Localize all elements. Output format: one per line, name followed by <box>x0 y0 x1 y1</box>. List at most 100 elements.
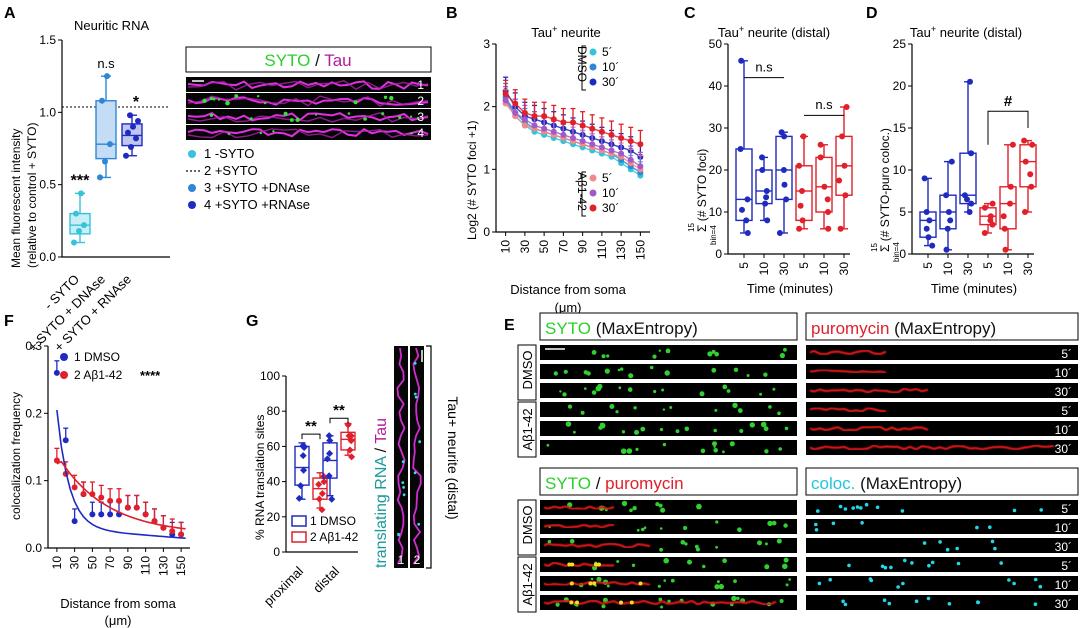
panel-a-strip-rna-3-0 <box>259 131 262 135</box>
panel-c-point-1-5 <box>763 194 770 201</box>
g-yt-label-2: 40 <box>267 475 281 489</box>
panel-e-strip-merge-2-dot-9 <box>715 545 718 549</box>
panel-e-strip-coloc-1-dot-3 <box>860 521 864 525</box>
panel-e-strip-syto-3-dot-10 <box>662 408 666 411</box>
panel-e-strip-syto-2-dot-9 <box>722 384 728 390</box>
panel-e-strip-puro-0-puro-trace <box>809 349 887 356</box>
panel-e-strip-coloc-4-dot-0 <box>896 585 900 589</box>
panel-f-point-0-4 <box>89 511 96 518</box>
panel-a-lane-num-3: 4 <box>417 126 424 140</box>
panel-a: A Neuritic RNA Mean fluorescent intensit… <box>4 5 432 355</box>
panel-d-point-1-0 <box>943 246 950 253</box>
panel-e-micrographs: 5´ 10´ 30´ 5´ 10´ 30´ 5´ 10´ 30´ 5´ 10´ 30´ <box>540 345 1078 611</box>
panel-c-ylabel: Σ (# SYTO foci) 15 bin=4 <box>687 149 718 245</box>
panel-e-strip-coloc-0-time: 5´ <box>1061 502 1072 516</box>
panel-e-strip-syto-5-dot-12 <box>778 447 782 451</box>
panel-b-xlabel-2: (μm) <box>555 300 582 315</box>
panel-a-legend-label-0: 1 -SYTO <box>204 146 254 161</box>
panel-d-point-5-4 <box>1021 137 1028 144</box>
panel-f-point-0-0 <box>53 369 60 376</box>
panel-e-strip-coloc-3-dot-6 <box>903 558 907 563</box>
panel-c-xtick-label-5: 30 <box>837 262 851 276</box>
c-yt-label-4: 40 <box>709 79 723 93</box>
panel-g-strip-rna-1-0 <box>418 440 422 444</box>
panel-e-strip-syto-1-dot-8 <box>628 373 634 379</box>
panel-e-strip-coloc-1 <box>806 519 1078 534</box>
panel-d-point-4-0 <box>1002 246 1009 253</box>
panel-g-point-0-0-5 <box>299 452 307 460</box>
panel-d-point-5-1 <box>1028 183 1035 190</box>
panel-e-strip-merge-3-coloc-0 <box>570 562 575 567</box>
panel-e-header-2-b: (MaxEntropy) <box>889 319 996 338</box>
panel-e-strip-merge-1-dot-3 <box>767 520 773 527</box>
panel-e-strip-syto-2-dot-7 <box>772 387 776 391</box>
panel-e-strip-merge-5-coloc-3 <box>629 600 634 605</box>
panel-e-strip-syto-3-dot-0 <box>777 411 781 416</box>
panel-e-strip-coloc-2-time: 30´ <box>1055 540 1072 554</box>
panel-e-group-abeta-box-0 <box>517 401 537 458</box>
panel-e-strip-syto-4 <box>540 421 797 436</box>
panel-b-legend-abeta-bracket <box>581 171 586 217</box>
panel-g-lane-num-1: 2 <box>414 553 421 567</box>
d-yt-label-2: 10 <box>893 163 907 177</box>
panel-a-point-2-2 <box>133 135 139 142</box>
panel-c-point-5-4 <box>843 104 850 110</box>
panel-e-strip-coloc-0-dot-7 <box>851 506 855 510</box>
panel-e-strip-coloc-1-dot-2 <box>814 528 819 532</box>
panel-e-strip-coloc-5-dot-3 <box>843 602 848 607</box>
panel-g-side-label: Tau+ neurite (distal) <box>445 396 461 519</box>
panel-a-title: Neuritic RNA <box>74 18 149 33</box>
panel-e-strip-merge-5-dot-4 <box>667 599 671 603</box>
panel-e-strip-syto-5-dot-5 <box>712 441 717 447</box>
panel-a-strip-tau2-1 <box>187 95 429 107</box>
panel-e-strip-syto-2-dot-0 <box>559 390 562 393</box>
panel-a-legend-label-3: 4 +SYTO +RNAse <box>204 197 310 212</box>
panel-c-point-5-1 <box>842 192 849 199</box>
panel-e-strip-puro-5-puro-trace <box>809 444 1055 451</box>
panel-b-legend-dmso-time-1: 10´ <box>602 60 619 74</box>
panel-e-group-abeta-label-0: Aβ1-42 <box>520 408 535 450</box>
panel-g: G % RNA translation sites 0 20 40 60 80 100 *… <box>246 313 461 609</box>
panel-e-strip-puro-2-time: 30´ <box>1055 385 1072 399</box>
panel-e-strip-merge-5-dot-0 <box>779 599 784 603</box>
panel-b-title: Tau+ neurite <box>531 24 601 40</box>
panel-g-plot: ** ** <box>294 402 356 514</box>
panel-a-strip-rna-1-7 <box>209 96 214 101</box>
panel-e-strip-merge-0-dot-3 <box>696 503 702 510</box>
panel-c-title-rest: neurite (distal) <box>744 25 830 40</box>
panel-d-point-0-4 <box>921 175 928 182</box>
panel-a-strip-tau2-2 <box>187 112 429 123</box>
panel-g-side-bracket <box>426 345 432 569</box>
panel-e-strip-coloc-4-dot-2 <box>1012 581 1016 586</box>
panel-e-strip-merge-2-dot-4 <box>757 540 762 546</box>
panel-e-strip-syto-5 <box>540 440 797 455</box>
panel-b-legend-abeta-time-1: 10´ <box>602 186 619 200</box>
panel-e-strip-syto-3 <box>540 402 797 417</box>
panel-f-point-1-14 <box>178 531 185 538</box>
panel-c-xtick-label-0: 5 <box>737 262 751 269</box>
panel-e-strip-syto-4-dot-7 <box>713 428 717 433</box>
panel-d-point-0-5 <box>923 225 930 232</box>
panel-e-strip-merge-2-dot-2 <box>695 547 701 552</box>
panel-a-yticks: 0.0 0.5 1.0 1.5 <box>39 33 62 264</box>
panel-a-point-0-2 <box>81 222 87 229</box>
panel-f-xlabel-2: (μm) <box>105 613 132 628</box>
panel-e-strip-merge-3-dot-6 <box>616 560 620 563</box>
panel-e-strip-syto-4-dot-3 <box>573 430 576 434</box>
panel-e-strip-coloc-2-dot-1 <box>922 541 927 545</box>
panel-c-point-4-5 <box>824 196 831 203</box>
panel-d-point-4-4 <box>1009 141 1016 148</box>
panel-a-strip-rna-2-2 <box>209 113 214 118</box>
panel-e-strip-syto-3-dot-8 <box>580 410 585 415</box>
panel-f-point-1-2 <box>71 484 78 491</box>
panel-c-point-2-1 <box>783 196 790 203</box>
panel-g-legend: 1 DMSO 2 Aβ1-42 <box>291 514 359 544</box>
panel-b-xtick-label-2: 50 <box>537 240 551 254</box>
panel-e-strip-syto-2-dot-13 <box>618 386 622 390</box>
d-yt-label-4: 20 <box>893 79 907 93</box>
panel-e-strip-syto-5-dot-8 <box>662 442 667 447</box>
panel-g-yticks: 0 20 40 60 80 100 <box>260 369 286 559</box>
panel-f: F colocalization frequency 0.00.10.20.3 … <box>4 313 190 628</box>
panel-a-letter: A <box>4 5 16 22</box>
panel-e-strip-merge-5-coloc-0 <box>569 600 574 605</box>
